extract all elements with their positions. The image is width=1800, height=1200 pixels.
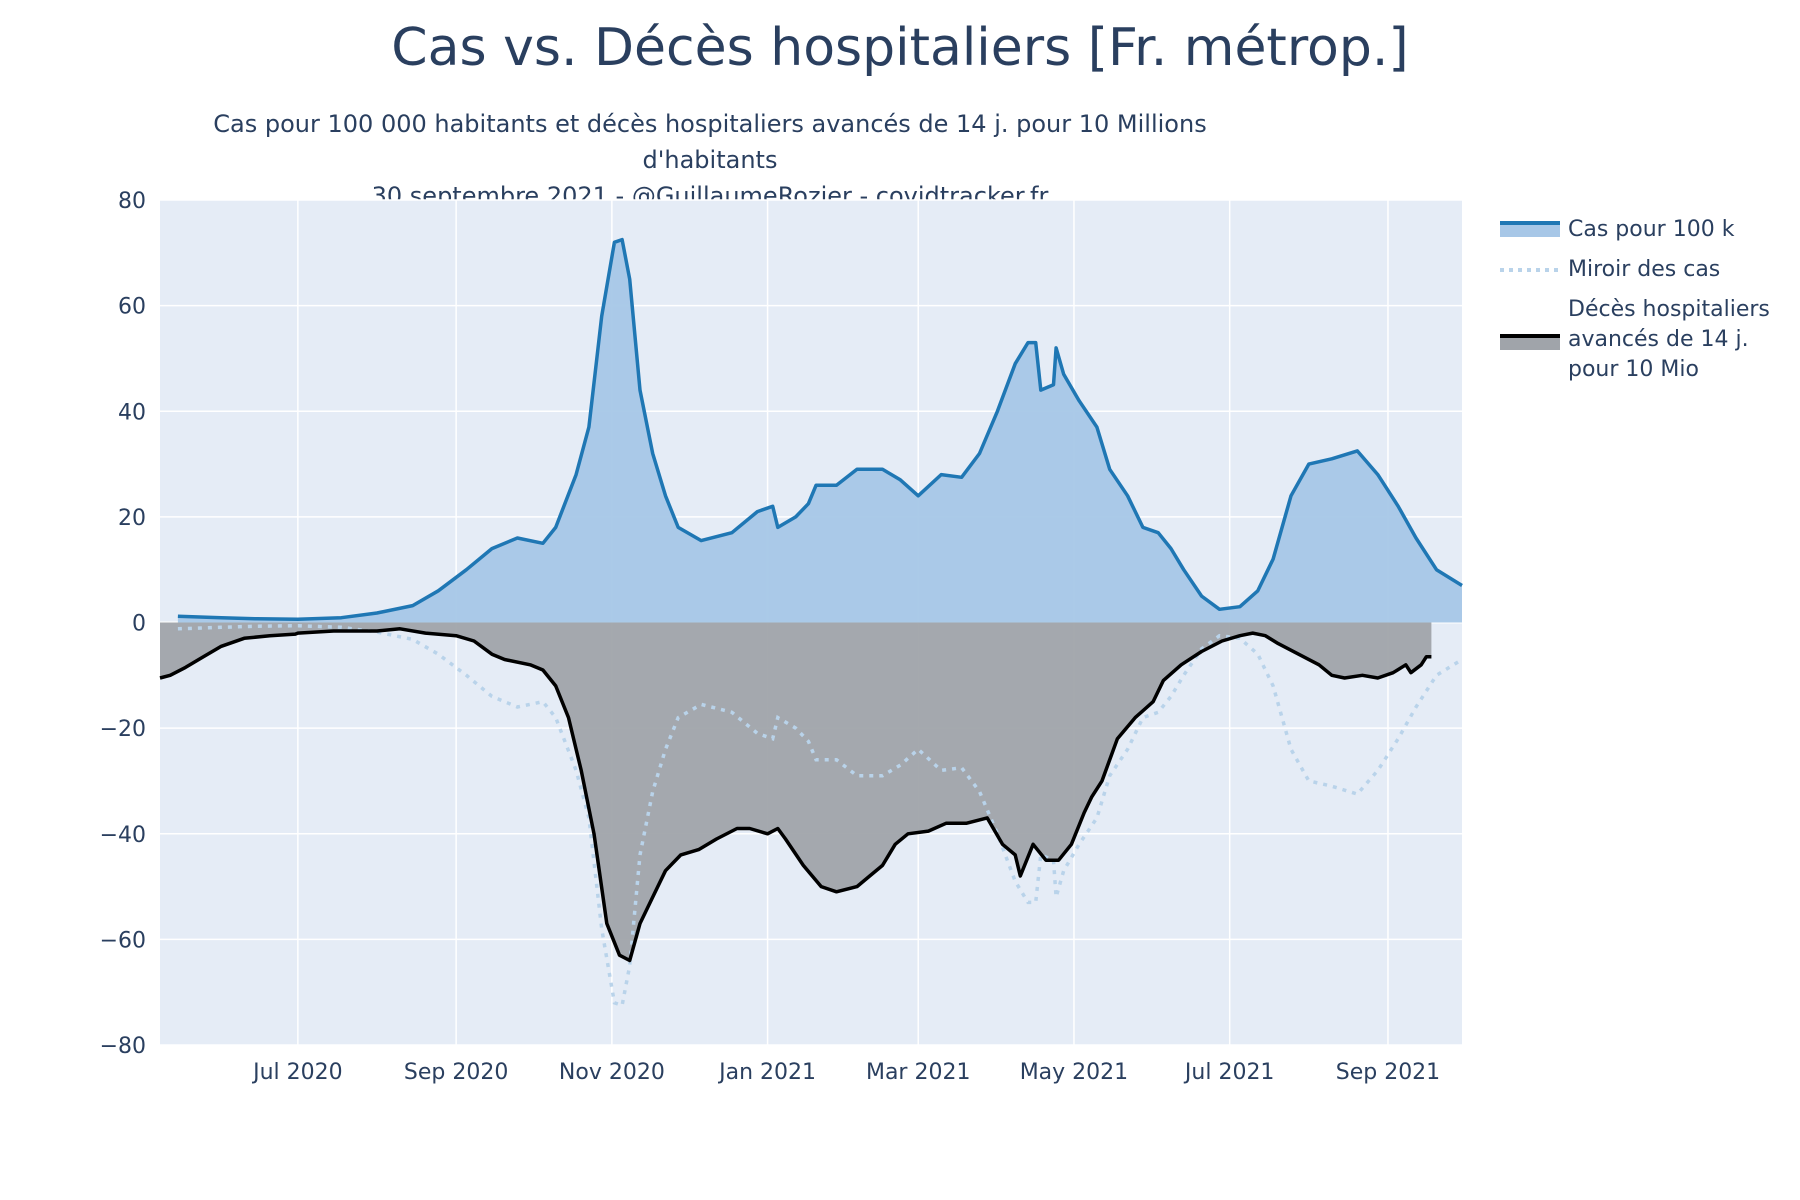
y-tick-label: −20 <box>100 717 146 742</box>
legend-label-cases: Cas pour 100 k <box>1568 217 1735 242</box>
chart-title: Cas vs. Décès hospitaliers [Fr. métrop.] <box>391 18 1409 78</box>
legend-item-mirror[interactable]: Miroir des cas <box>1500 255 1790 289</box>
subtitle-line-1: Cas pour 100 000 habitants et décès hosp… <box>213 110 1207 174</box>
cases-line <box>177 237 1463 622</box>
deaths-line <box>159 627 1432 963</box>
y-tick-label: 0 <box>132 612 146 637</box>
legend-item-cases[interactable]: Cas pour 100 k <box>1500 215 1790 249</box>
y-tick-label: 60 <box>118 295 146 320</box>
x-tick-label: Nov 2020 <box>559 1060 665 1085</box>
legend-label-mirror: Miroir des cas <box>1568 257 1721 282</box>
x-tick-label: Mar 2021 <box>866 1060 971 1085</box>
y-tick-label: 80 <box>118 189 146 214</box>
x-tick-label: Sep 2021 <box>1336 1060 1440 1085</box>
legend-label-deaths: Décès hospitaliers avancés de 14 j. pour… <box>1568 297 1770 382</box>
legend-swatch-cases <box>1500 221 1560 237</box>
y-tick-label: −60 <box>100 928 146 953</box>
y-tick-label: −40 <box>100 823 146 848</box>
x-tick-label: May 2021 <box>1020 1060 1128 1085</box>
x-tick-label: Jan 2021 <box>717 1060 816 1085</box>
legend-swatch-deaths <box>1500 334 1560 350</box>
series-lines <box>159 237 1463 1008</box>
x-tick-label: Jul 2020 <box>251 1060 343 1085</box>
legend-item-deaths[interactable]: Décès hospitaliers avancés de 14 j. pour… <box>1500 295 1790 395</box>
x-tick-label: Sep 2020 <box>404 1060 508 1085</box>
y-tick-label: −80 <box>100 1034 146 1059</box>
x-axis: Jul 2020 Sep 2020 Nov 2020 Jan 2021 Mar 2021… <box>251 1060 1440 1085</box>
deaths-area <box>160 622 1432 961</box>
y-tick-label: 20 <box>118 506 146 531</box>
y-axis: 80 60 40 20 0 −20 −40 −60 −80 <box>100 189 146 1059</box>
legend: Cas pour 100 k Miroir des cas Décès hosp… <box>1500 215 1790 401</box>
x-tick-label: Jul 2021 <box>1183 1060 1275 1085</box>
legend-swatch-mirror <box>1500 268 1560 272</box>
y-tick-label: 40 <box>118 400 146 425</box>
